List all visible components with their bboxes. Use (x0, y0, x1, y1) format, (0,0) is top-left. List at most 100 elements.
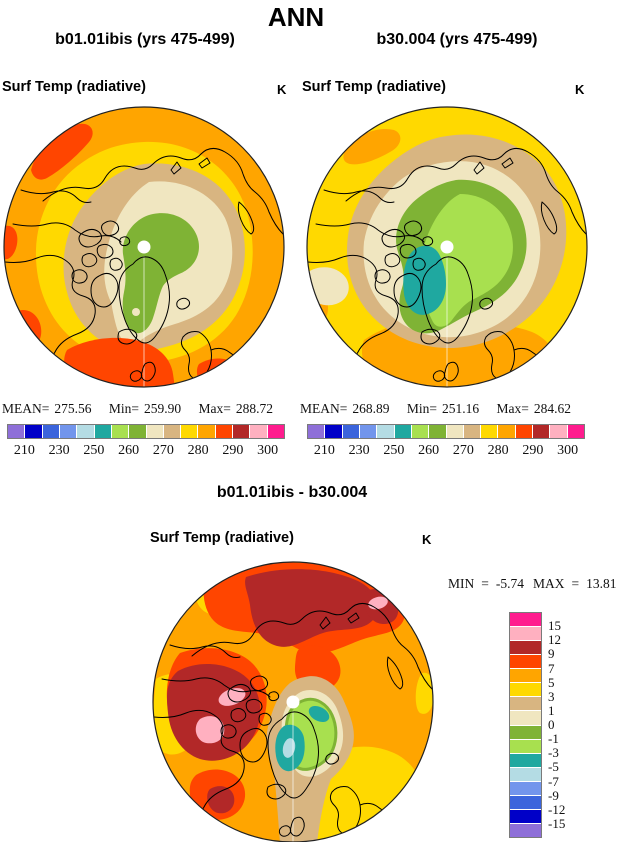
colorbar-segment (510, 613, 541, 627)
colorbar-ticks-left: 210 230 250 260 270 280 290 300 (7, 443, 285, 459)
colorbar-segment (498, 425, 515, 438)
colorbar-tick-label: 270 (152, 443, 174, 458)
max-value: 13.81 (586, 576, 617, 591)
colorbar-tick-label: 7 (548, 660, 555, 676)
colorbar-segment (510, 795, 541, 809)
colorbar-segment (325, 425, 342, 438)
mean-label: MEAN= (2, 401, 50, 416)
region-brickred-top-band (245, 569, 379, 647)
colorbar-tick-label: 230 (48, 443, 70, 458)
stats-left: MEAN= 275.56 Min= 259.90 Max= 288.72 (2, 401, 287, 417)
map-difference (152, 561, 434, 842)
colorbar-segment (481, 425, 498, 438)
pole-dot (137, 240, 151, 254)
region-teal-upper-lobe (308, 705, 330, 723)
colorbar-segment (42, 425, 59, 438)
colorbar-tick-label: 260 (418, 443, 440, 458)
colorbar-segment (510, 823, 541, 837)
colorbar-segment (308, 425, 325, 438)
colorbar-segment (129, 425, 146, 438)
colorbar-tick-label: 280 (487, 443, 509, 458)
colorbar-tick-label: 250 (83, 443, 105, 458)
colorbar-tick-label: 290 (522, 443, 544, 458)
panel-title-diff: b01.01ibis - b30.004 (216, 484, 368, 501)
diff-minmax-stats: MIN = -5.74 MAX = 13.81 (448, 576, 617, 592)
region-teal-baffin (403, 245, 446, 315)
colorbar-segment (510, 711, 541, 725)
min-label: Min= (108, 401, 139, 416)
colorbar-segment (94, 425, 111, 438)
map-b30-004 (306, 106, 588, 388)
colorbar-segment (198, 425, 215, 438)
map-b01-01ibis (3, 106, 285, 388)
colorbar-tick-label: 210 (313, 443, 335, 458)
colorbar-segment (181, 425, 198, 438)
colorbar-segment (510, 683, 541, 697)
colorbar-segment (8, 425, 25, 438)
colorbar-tick-label: -3 (548, 745, 559, 761)
units-label-right: K (575, 82, 585, 97)
colorbar-segment (215, 425, 233, 438)
difference-colorbar-ticks: 15 12 9 7 5 3 1 0 -1 -3 -5 -7 -9 -12 -15 (548, 612, 588, 838)
units-label-left: K (277, 82, 287, 97)
mean-value: 275.56 (54, 401, 92, 416)
colorbar-segment (342, 425, 359, 438)
mean-value: 268.89 (352, 401, 390, 416)
colorbar-tick-label: 12 (548, 632, 561, 648)
region-palecyan-core (282, 738, 296, 758)
colorbar-segment (377, 425, 394, 438)
colorbar-segment (567, 425, 584, 438)
colorbar-segment (446, 425, 463, 438)
colorbar-tick-label: 290 (222, 443, 244, 458)
min-value: 251.16 (442, 401, 480, 416)
colorbar-segment (510, 809, 541, 823)
colorbar-tick-label: 0 (548, 717, 555, 732)
region-brickred-bottom-small (207, 786, 235, 814)
map-rim (306, 106, 588, 388)
stats-right: MEAN= 268.89 Min= 251.16 Max= 284.62 (300, 401, 585, 417)
colorbar-segment (510, 641, 541, 655)
map-rim (152, 561, 434, 842)
colorbar-segment (510, 767, 541, 781)
equals-sign: = (571, 576, 580, 591)
colorbar-tick-label: 250 (383, 443, 405, 458)
colorbar-segment (510, 739, 541, 753)
colorbar-tick-label: 5 (548, 674, 555, 690)
colorbar-segment (510, 781, 541, 795)
colorbar-segment (515, 425, 533, 438)
max-label: Max= (496, 401, 529, 416)
max-value: 288.72 (235, 401, 273, 416)
colorbar-tick-label: -12 (548, 801, 566, 817)
colorbar-segment (533, 425, 550, 438)
colorbar-segment (233, 425, 250, 438)
field-label-diff: Surf Temp (radiative) (150, 530, 294, 546)
colorbar-tick-label: 300 (557, 443, 579, 458)
region-yellow-right-sliver (415, 672, 433, 714)
min-value: 259.90 (144, 401, 182, 416)
max-label: MAX (533, 576, 565, 591)
units-label-diff: K (422, 532, 432, 547)
mean-label: MEAN= (300, 401, 348, 416)
colorbar-tick-label: 1 (548, 702, 555, 718)
field-label-left: Surf Temp (radiative) (2, 79, 146, 95)
colorbar-tick-label: -15 (548, 815, 566, 831)
panel-title-right: b30.004 (yrs 475-499) (376, 31, 538, 48)
colorbar-segment (59, 425, 77, 438)
colorbar-segment (77, 425, 94, 438)
min-label: Min= (406, 401, 437, 416)
colorbar-segment (111, 425, 129, 438)
colorbar-tick-label: 9 (548, 646, 555, 662)
temperature-colorbar-left (7, 424, 285, 439)
page-title: ANN (267, 2, 325, 32)
colorbar-tick-label: -7 (548, 773, 559, 789)
min-label: MIN (448, 576, 475, 591)
colorbar-ticks-right: 210 230 250 260 270 280 290 300 (307, 443, 585, 459)
region-red-topleft (31, 123, 93, 180)
region-cream-spot-greenland (132, 308, 140, 316)
panel-title-left: b01.01ibis (yrs 475-499) (55, 31, 235, 48)
colorbar-tick-label: 260 (118, 443, 140, 458)
colorbar-tick-label: -9 (548, 787, 559, 803)
colorbar-tick-label: 3 (548, 688, 555, 704)
colorbar-segment (250, 425, 267, 438)
map-rim (3, 106, 285, 388)
